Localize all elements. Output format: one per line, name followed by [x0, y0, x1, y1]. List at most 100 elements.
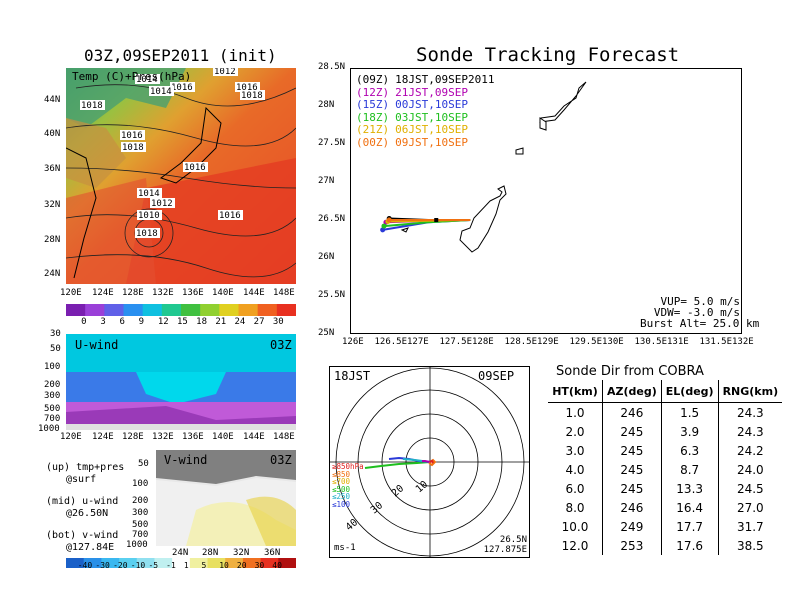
- lon-tick: 144E: [243, 432, 265, 442]
- legend-line: @surf: [66, 474, 97, 485]
- launch-utc: (18Z): [356, 110, 390, 124]
- lon-tick: 128E: [472, 337, 494, 347]
- colorbar-swatch: [154, 558, 173, 568]
- lon-tick: 136E: [182, 288, 204, 298]
- lon-tick: 130.5E: [634, 337, 668, 347]
- isobar-label-bg: [213, 68, 238, 76]
- tracking-title: Sonde Tracking Forecast: [416, 44, 680, 66]
- lat-tick: 26.5N: [318, 214, 346, 224]
- launch-utc: (09Z): [356, 73, 390, 86]
- lat-tick: 36N: [264, 548, 281, 558]
- table-cell: 246: [602, 402, 662, 422]
- colorbar-swatch: [278, 558, 296, 568]
- table-row: 10.0 249 17.7 31.7: [548, 517, 783, 536]
- lat-tick: 25N: [318, 328, 335, 338]
- colorbar-swatch: [123, 304, 144, 316]
- isobar-label: 1018: [122, 143, 144, 153]
- colorbar-swatch: [225, 558, 244, 568]
- isobar-label-bg: [149, 86, 174, 96]
- colorbar-label: 9: [138, 317, 145, 327]
- lon-tick: 132E: [732, 337, 754, 347]
- colorbar-swatch: [142, 304, 163, 316]
- colorbar-label: -5: [148, 561, 159, 570]
- sonde-table-wrap: HT(km) AZ(deg) EL(deg) RNG(km) 1.0 246 1.5…: [548, 380, 783, 555]
- legend-line: @26.50N: [66, 508, 109, 519]
- pres-tick: 50: [138, 459, 149, 469]
- colorbar-swatch: [101, 558, 120, 568]
- table-cell: 8.7: [660, 460, 719, 479]
- table-row: 1.0 246 1.5 24.3: [548, 402, 783, 422]
- colorbar-swatch: [66, 558, 85, 568]
- launch-utc: (15Z): [356, 98, 390, 111]
- v-wind-time: 03Z: [270, 453, 292, 467]
- isobar-label-bg: [150, 198, 175, 208]
- isobar-label-bg: [121, 142, 146, 152]
- hodograph-segment: [422, 460, 431, 463]
- isobar-label-bg: [218, 210, 243, 220]
- isobar-label: 1016: [184, 163, 206, 173]
- colorbar-label: 18: [196, 317, 207, 327]
- track-endpoint: [380, 227, 386, 233]
- launch-utc: (00Z): [356, 135, 390, 149]
- isobar-label-bg: [80, 100, 105, 110]
- launch-legend-row: (12Z) 21JST,09SEP: [356, 85, 494, 100]
- table-cell: 1.5: [660, 402, 719, 422]
- table-cell: 245: [602, 479, 662, 498]
- colorbar-swatch: [104, 304, 124, 316]
- isobar-label-bg: [137, 188, 162, 198]
- launch-local: 09JST,10SEP: [395, 135, 468, 149]
- lon-tick: 126.5E: [374, 337, 408, 347]
- lon-tick: 131E: [667, 337, 689, 347]
- lon-tick: 126E: [342, 337, 364, 347]
- lon-tick: 124E: [92, 288, 114, 298]
- lat-tick: 40N: [44, 129, 61, 139]
- isobar-label: 1012: [214, 68, 236, 77]
- colorbar-swatch: [136, 558, 155, 568]
- table-cell: 10.0: [561, 519, 589, 534]
- colorbar-swatch: [257, 304, 278, 316]
- isobar-label-bg: [137, 210, 162, 220]
- isobar-label-bg: [183, 162, 208, 172]
- table-header-row: HT(km) AZ(deg) EL(deg) RNG(km): [548, 380, 783, 403]
- table-row: 4.0 245 8.7 24.0: [548, 460, 783, 479]
- column-header: AZ(deg): [602, 380, 662, 403]
- table-row: 2.0 245 3.9 24.3: [548, 422, 783, 441]
- colorbar-label: 27: [253, 317, 265, 327]
- hodograph-segment: [429, 459, 434, 464]
- lat-tick: 28.5N: [318, 62, 346, 72]
- lat-tick: 32N: [233, 548, 250, 558]
- table-row: 6.0 245 13.3 24.5: [548, 479, 783, 498]
- colorbar-label: -30: [95, 561, 110, 570]
- hodograph-segment: [364, 461, 431, 469]
- launch-legend-row: (15Z) 00JST,10SEP: [356, 98, 494, 112]
- colorbar-label: 30: [272, 317, 284, 327]
- table-cell: 8.0: [565, 500, 585, 515]
- temp-colorbar: [66, 304, 296, 316]
- colorbar-swatch: [189, 558, 209, 568]
- table-cell: 13.3: [660, 479, 719, 498]
- isobar-label-bg: [170, 82, 195, 92]
- lon-tick: 148E: [273, 432, 295, 442]
- lon-tick: 129.5E: [569, 337, 603, 347]
- lat-tick: 32N: [44, 200, 61, 210]
- island-coastline: [515, 147, 524, 155]
- colorbar-label: 3: [100, 317, 106, 327]
- pres-tick: 1000: [126, 540, 148, 550]
- lat-tick: 26N: [318, 252, 335, 262]
- table-cell: 249: [602, 517, 662, 536]
- lon-tick: 129E: [537, 337, 559, 347]
- map-title: 03Z,09SEP2011 (init): [84, 46, 277, 65]
- lat-tick: 24N: [44, 269, 61, 279]
- tracking-params: VUP= 5.0 m/s VDW= -3.0 m/s Burst Alt= 25…: [640, 296, 759, 329]
- lat-tick: 36N: [44, 164, 61, 174]
- japan-coastline: [159, 106, 222, 184]
- colorbar-swatch: [85, 304, 105, 316]
- colorbar-swatch: [219, 304, 239, 316]
- colorbar-label: 21: [215, 317, 227, 327]
- lon-tick: 128E: [122, 288, 144, 298]
- launch-utc: (12Z): [356, 85, 390, 99]
- colorbar-swatch: [66, 304, 86, 316]
- wind-hodograph-lines: [364, 456, 437, 469]
- legend-line: (up) tmp+pres: [46, 462, 125, 473]
- colorbar-swatch: [172, 558, 191, 568]
